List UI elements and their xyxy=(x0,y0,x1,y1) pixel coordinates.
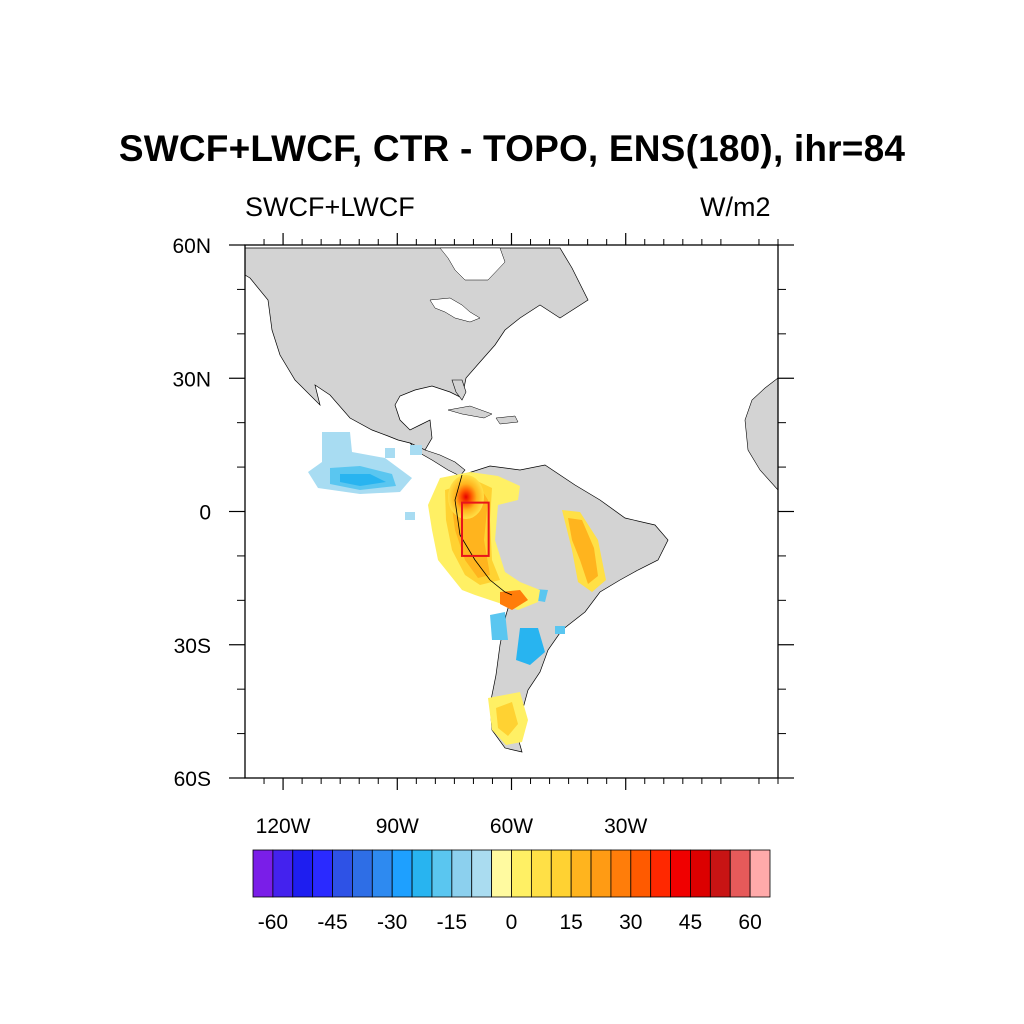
colorbar-label: 15 xyxy=(559,911,582,934)
colorbar-label: 60 xyxy=(738,911,761,934)
colorbar-label: -15 xyxy=(437,911,467,934)
colorbar-swatch xyxy=(570,849,592,898)
negative-anomaly-region xyxy=(308,432,565,665)
colorbar-swatch xyxy=(451,849,473,898)
lon-tick-label: 120W xyxy=(256,815,311,838)
highlight-box xyxy=(461,501,490,557)
lat-tick-label: 60N xyxy=(172,235,211,258)
colorbar-swatch xyxy=(391,849,413,898)
axis-ticks: 120W 90W 60W 30W 60N 30N 0 30S 60S xyxy=(172,233,794,838)
variable-label: SWCF+LWCF xyxy=(245,192,415,222)
hispaniola xyxy=(495,415,519,425)
colorbar-label: -45 xyxy=(317,911,347,934)
colorbar-swatch xyxy=(292,849,314,898)
colorbar-swatch xyxy=(371,849,393,898)
north-america-landmass xyxy=(245,247,589,451)
colorbar-swatch xyxy=(332,849,353,898)
colorbar-swatch xyxy=(491,849,512,898)
lat-tick-label: 30N xyxy=(172,368,211,391)
colorbar-swatch xyxy=(709,849,731,898)
colorbar-swatch xyxy=(272,849,294,898)
colorbar-swatch xyxy=(630,849,652,898)
colorbar-label: -30 xyxy=(377,911,407,934)
hudson-bay xyxy=(439,247,506,281)
colorbar-label: 0 xyxy=(506,911,518,934)
lon-tick-label: 30W xyxy=(604,815,647,838)
coastline-andes xyxy=(454,474,513,596)
lat-tick-label: 30S xyxy=(174,635,211,658)
colorbar: -60 -45 -30 -15 0 15 30 45 60 xyxy=(252,849,771,934)
central-america xyxy=(409,442,466,477)
colorbar-swatch xyxy=(352,849,373,898)
colorbar-swatch xyxy=(650,849,671,898)
great-lakes xyxy=(429,297,481,323)
colorbar-swatch xyxy=(670,849,691,898)
colorbar-swatch xyxy=(749,849,771,898)
colorbar-swatch xyxy=(729,849,751,898)
colorbar-swatch xyxy=(550,849,572,898)
colorbar-swatch xyxy=(471,849,493,898)
colorbar-label: -60 xyxy=(258,911,288,934)
lon-tick-label: 60W xyxy=(490,815,533,838)
colorbar-label: 30 xyxy=(619,911,642,934)
colorbar-swatch xyxy=(530,849,552,898)
units-label: W/m2 xyxy=(700,192,771,222)
colorbar-swatch xyxy=(411,849,433,898)
colorbar-swatch xyxy=(690,849,711,898)
chart-title: SWCF+LWCF, CTR - TOPO, ENS(180), ihr=84 xyxy=(118,128,906,169)
africa-edge xyxy=(744,377,778,491)
colorbar-swatch xyxy=(431,849,453,898)
lat-tick-label: 0 xyxy=(199,502,211,525)
colorbar-swatch xyxy=(312,849,333,898)
cuba xyxy=(447,405,493,419)
map-area xyxy=(245,245,778,778)
colorbar-swatch xyxy=(511,849,532,898)
colorbar-label: 45 xyxy=(679,911,702,934)
florida xyxy=(451,379,467,401)
colorbar-swatch xyxy=(252,849,274,898)
lon-tick-label: 90W xyxy=(376,815,419,838)
colorbar-swatch xyxy=(610,849,632,898)
colorbar-swatch xyxy=(590,849,612,898)
lat-tick-label: 60S xyxy=(174,768,211,791)
